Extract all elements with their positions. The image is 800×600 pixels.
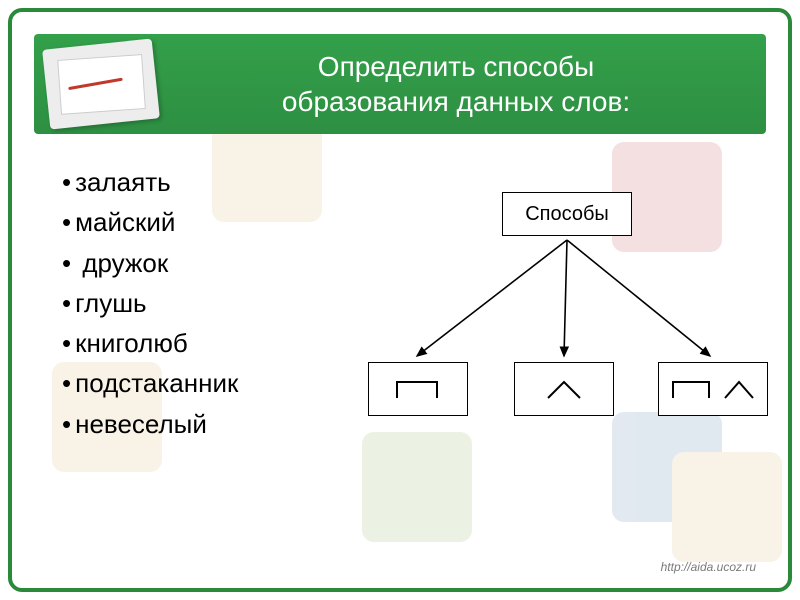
title-line-2: образования данных слов:	[282, 86, 630, 117]
title-line-1: Определить способы	[318, 51, 594, 82]
slide-header: Определить способы образования данных сл…	[34, 34, 766, 134]
prefix-icon	[393, 376, 443, 402]
methods-diagram: Способы	[362, 192, 762, 452]
diagram-root: Способы	[502, 192, 632, 236]
diagram-box-suffix	[514, 362, 614, 416]
diagram-box-prefix-suffix	[658, 362, 768, 416]
suffix-icon	[544, 376, 584, 402]
notepad-icon	[42, 38, 160, 129]
footer-url: http://aida.ucoz.ru	[661, 560, 756, 574]
diagram-arrows	[362, 238, 762, 362]
suffix-icon	[721, 376, 757, 402]
prefix-icon	[669, 376, 713, 402]
slide-title: Определить способы образования данных сл…	[156, 49, 766, 119]
diagram-box-prefix	[368, 362, 468, 416]
